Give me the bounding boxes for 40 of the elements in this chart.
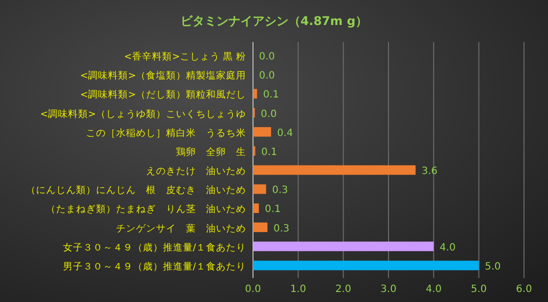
data-label: 0.3 bbox=[273, 223, 290, 234]
y-tick-label: えのきたけ 油いため bbox=[146, 165, 246, 178]
x-tick-label: 2.0 bbox=[335, 284, 352, 295]
bar bbox=[253, 242, 434, 252]
y-tick-label: この［水稲めし］精白米 うるち米 bbox=[86, 126, 246, 139]
x-tick-label: 3.0 bbox=[380, 284, 396, 295]
data-label: 5.0 bbox=[484, 261, 501, 272]
bar bbox=[253, 165, 416, 175]
data-label: 0.0 bbox=[260, 108, 277, 120]
y-tick-label: 女子３０～４９（歳）推進量/１食あたり bbox=[62, 241, 246, 254]
x-tick-label: 0.0 bbox=[245, 284, 261, 295]
bar bbox=[253, 88, 258, 98]
chart-title: ビタミンナイアシン（4.87m g） bbox=[180, 14, 368, 28]
bar bbox=[253, 203, 259, 213]
y-tick-label: <調味料類>（だし類）顆粒和風だし bbox=[80, 88, 246, 101]
y-tick-label: 男子３０～４９（歳）推進量/１食あたり bbox=[62, 260, 246, 272]
data-label: 0.4 bbox=[277, 128, 293, 139]
x-tick-label: 5.0 bbox=[470, 284, 487, 295]
x-tick-label: 1.0 bbox=[290, 284, 306, 295]
x-tick-label: 6.0 bbox=[516, 284, 532, 295]
data-label: 0.0 bbox=[259, 52, 275, 63]
y-tick-label: 鶏卵 全卵 生 bbox=[176, 146, 246, 158]
x-tick-label: 4.0 bbox=[426, 284, 442, 295]
data-label: 4.0 bbox=[440, 242, 456, 254]
bar bbox=[253, 127, 272, 137]
data-label: 3.6 bbox=[422, 166, 438, 178]
y-tick-label: <調味料類>（食塩類）精製塩家庭用 bbox=[80, 70, 246, 82]
y-tick-label: （にんじん類）にんじん 根 皮むき 油いため bbox=[26, 184, 246, 196]
data-label: 0.1 bbox=[264, 204, 281, 216]
y-tick-label: <調味料類>（しょうゆ類）こいくちしょうゆ bbox=[40, 108, 246, 120]
bar bbox=[253, 260, 479, 270]
bar bbox=[253, 184, 266, 194]
data-label: 0.1 bbox=[261, 146, 278, 158]
y-tick-label: （たまねぎ類）たまねぎ りん茎 油いため bbox=[46, 203, 246, 216]
y-tick-label: チンゲンサイ 葉 油いため bbox=[116, 222, 246, 234]
data-label: 0.3 bbox=[272, 185, 288, 196]
data-label: 0.1 bbox=[263, 90, 279, 101]
data-label: 0.0 bbox=[259, 70, 275, 82]
y-tick-label: <香辛料類>こしょう 黒 粉 bbox=[124, 50, 246, 63]
bar bbox=[253, 222, 268, 232]
